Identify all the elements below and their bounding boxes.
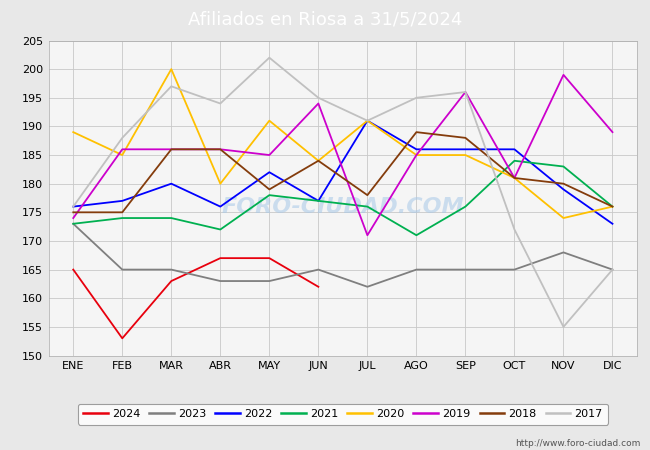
Text: FORO-CIUDAD.COM: FORO-CIUDAD.COM — [222, 198, 464, 217]
Legend: 2024, 2023, 2022, 2021, 2020, 2019, 2018, 2017: 2024, 2023, 2022, 2021, 2020, 2019, 2018… — [77, 404, 608, 425]
Text: http://www.foro-ciudad.com: http://www.foro-ciudad.com — [515, 439, 640, 448]
Text: Afiliados en Riosa a 31/5/2024: Afiliados en Riosa a 31/5/2024 — [188, 11, 462, 29]
